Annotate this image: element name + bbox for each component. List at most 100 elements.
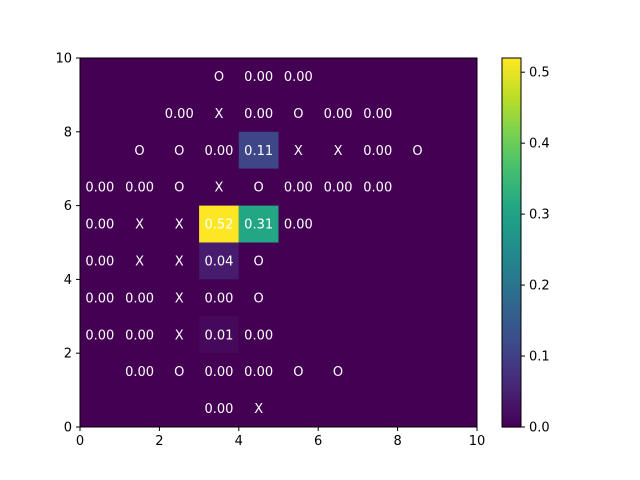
heatmap-cell	[238, 316, 279, 354]
cell-label: 0.00	[85, 328, 114, 343]
cell-label: 0.00	[244, 328, 273, 343]
cell-label: X	[175, 218, 184, 233]
colorbar-segment	[502, 307, 521, 311]
heatmap-cell	[318, 94, 358, 132]
heatmap-cell	[199, 205, 239, 243]
colorbar-segment	[502, 396, 521, 400]
colorbar-segment	[502, 242, 521, 247]
colorbar-segment	[502, 353, 521, 357]
heatmap-cell	[238, 279, 279, 317]
cell-label: O	[174, 365, 184, 380]
heatmap-cell	[278, 94, 319, 132]
heatmap-cell	[238, 131, 279, 169]
colorbar-segment	[502, 417, 521, 422]
colorbar-segment	[502, 190, 521, 194]
heatmap-cell	[278, 353, 319, 391]
colorbar-segment	[502, 248, 521, 253]
cell-label: 0.00	[363, 107, 392, 122]
colorbar-segment	[502, 208, 521, 213]
cell-label: 0.00	[125, 291, 154, 306]
heatmap-cell	[278, 205, 319, 243]
cell-label: 0.31	[244, 218, 273, 233]
cell-label: X	[175, 328, 184, 343]
cell-label: X	[135, 218, 144, 233]
colorbar-segment	[502, 359, 521, 364]
colorbar-segment	[502, 279, 521, 284]
cell-label: 0.00	[125, 365, 154, 380]
colorbar-segment	[502, 94, 521, 99]
colorbar-segment	[502, 343, 521, 348]
cell-label: X	[254, 402, 263, 417]
colorbar-segment	[502, 264, 521, 268]
cell-label: X	[135, 254, 144, 269]
heatmap-cell	[80, 279, 120, 317]
colorbar-segment	[502, 205, 521, 210]
heatmap-cell	[119, 205, 160, 243]
cell-label: X	[214, 107, 223, 122]
y-tick-label: 6	[64, 199, 72, 214]
y-tick-label: 2	[64, 347, 72, 362]
colorbar-segment	[502, 254, 521, 259]
heatmap-cell	[159, 131, 200, 169]
heatmap-cell	[357, 168, 398, 206]
heatmap-cells	[80, 58, 438, 427]
x-tick-label: 10	[469, 434, 486, 449]
heatmap-cell	[397, 131, 438, 169]
heatmap-cell	[119, 316, 160, 354]
heatmap-cell	[159, 205, 200, 243]
colorbar-segment	[502, 67, 521, 71]
colorbar-segment	[502, 233, 521, 237]
colorbar-segment	[502, 91, 521, 96]
colorbar-segment	[502, 236, 521, 241]
colorbar-segment	[502, 377, 521, 382]
cell-label: 0.00	[85, 254, 114, 269]
colorbar-segment	[502, 230, 521, 234]
y-tick-label: 0	[64, 421, 72, 436]
x-tick-label: 6	[314, 434, 322, 449]
colorbar-segment	[502, 58, 521, 62]
colorbar-segment	[502, 224, 521, 228]
cell-label: 0.00	[125, 328, 154, 343]
heatmap-cell	[278, 131, 319, 169]
colorbar-segment	[502, 356, 521, 360]
heatmap-cell	[199, 94, 239, 132]
colorbar-segment	[502, 141, 521, 145]
cell-label: O	[134, 144, 144, 159]
heatmap-cell	[199, 242, 239, 280]
colorbar-segment	[502, 113, 521, 118]
heatmap-cell	[119, 353, 160, 391]
colorbar-segment	[502, 387, 521, 391]
colorbar-segment	[502, 64, 521, 68]
colorbar-segment	[502, 137, 521, 142]
colorbar-tick-label: 0.4	[529, 137, 550, 152]
y-tick-label: 4	[64, 273, 72, 288]
colorbar-segment	[502, 177, 521, 182]
colorbar-segment	[502, 187, 521, 191]
colorbar-segment	[502, 267, 521, 271]
colorbar-segment	[502, 156, 521, 161]
colorbar-segment	[502, 316, 521, 320]
colorbar-segment	[502, 174, 521, 179]
colorbar-segment	[502, 245, 521, 250]
cell-label: O	[254, 291, 264, 306]
colorbar-segment	[502, 402, 521, 407]
heatmap-cell	[199, 316, 239, 354]
cell-labels: O 0.00 0.00 0.00 X 0.00 O 0.00 0.00 O O 0.00 0.11 X X 0…	[85, 70, 422, 417]
colorbar-segment	[502, 110, 521, 114]
heatmap-cell	[80, 242, 120, 280]
heatmap-cell	[159, 316, 200, 354]
colorbar-tick-label: 0.3	[529, 208, 550, 223]
heatmap-cell	[159, 242, 200, 280]
cell-label: 0.00	[284, 70, 313, 85]
colorbar-segment	[502, 325, 521, 330]
colorbar-segment	[502, 260, 521, 265]
colorbar-segment	[502, 328, 521, 333]
colorbar-segment	[502, 414, 521, 419]
y-tick-label: 8	[64, 125, 72, 140]
colorbar-segment	[502, 107, 521, 111]
colorbar: 0.0 0.1 0.2 0.3 0.4 0.5	[501, 57, 550, 436]
colorbar-segment	[502, 116, 521, 121]
heatmap-cell	[199, 168, 239, 206]
heatmap-cell	[238, 353, 279, 391]
heatmap-cell	[318, 353, 358, 391]
